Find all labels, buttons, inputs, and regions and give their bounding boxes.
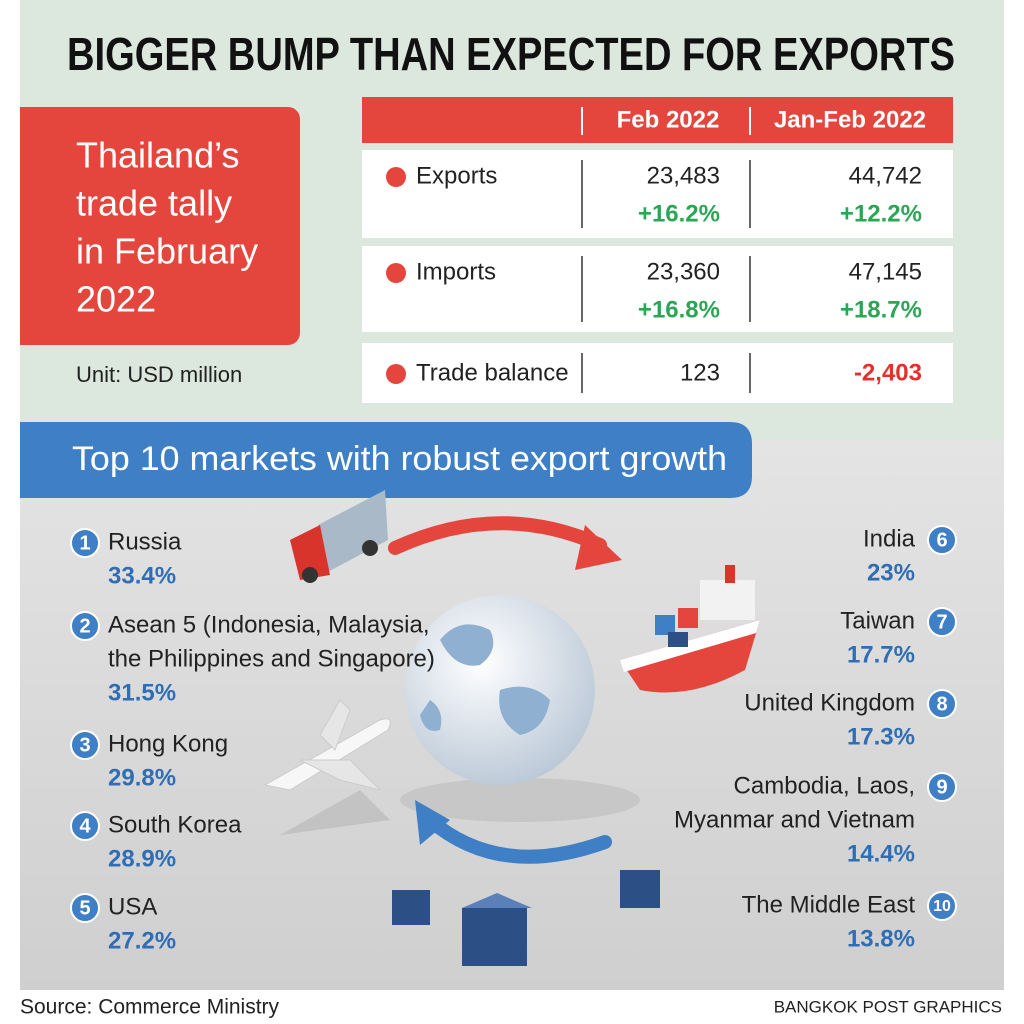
cell-value: 47,145 [849,258,922,285]
market-name: Asean 5 (Indonesia, Malaysia, [108,611,430,638]
market-name: the Philippines and Singapore) [108,645,435,672]
market-name: Taiwan [840,607,915,634]
cell-change: +12.2% [840,200,922,227]
market-growth: 17.3% [847,723,915,750]
rank-badge [70,528,100,558]
column-header: Jan-Feb 2022 [774,106,926,133]
row-dot [386,263,406,283]
cell-value: 23,483 [647,162,720,189]
rank-number: 9 [936,776,947,798]
panel-box-edge [20,107,40,345]
market-growth: 23% [867,559,915,586]
table-header [362,97,953,143]
table-row [362,150,953,238]
column-header: Feb 2022 [617,106,720,133]
market-name: India [863,525,916,552]
market-name: United Kingdom [744,689,915,716]
rank-number: 8 [936,693,947,715]
rank-number: 6 [936,529,947,551]
market-growth: 13.8% [847,925,915,952]
rank-badge [70,893,100,923]
title: BIGGER BUMP THAN EXPECTED FOR EXPORTS [67,28,955,80]
table-row [362,246,953,332]
market-name: Russia [108,528,182,555]
cell-change: +18.7% [840,296,922,323]
rank-badge [927,891,957,921]
market-growth: 28.9% [108,845,176,872]
rank-number: 10 [933,898,951,915]
rank-badge [927,525,957,555]
rank-number: 4 [79,815,91,837]
cell-value: 123 [680,359,720,386]
market-growth: 27.2% [108,927,176,954]
panel-title: in February [76,231,258,272]
market-growth: 17.7% [847,641,915,668]
panel-title: trade tally [76,183,232,224]
rank-number: 2 [79,615,90,637]
market-name: Myanmar and Vietnam [674,806,915,833]
rank-badge [70,730,100,760]
markets-banner [20,422,752,498]
rank-number: 3 [79,734,90,756]
market-name: South Korea [108,811,242,838]
table-row [362,343,953,403]
market-growth: 14.4% [847,840,915,867]
market-name: Cambodia, Laos, [734,772,915,799]
row-label: Imports [416,258,496,285]
rank-badge [70,811,100,841]
row-label: Trade balance [416,359,569,386]
market-name: The Middle East [742,891,916,918]
rank-number: 1 [79,532,90,554]
unit-note: Unit: USD million [76,362,242,387]
credit: BANGKOK POST GRAPHICS [774,997,1002,1016]
row-dot [386,167,406,187]
market-growth: 33.4% [108,562,176,589]
rank-badge [927,607,957,637]
rank-badge [927,772,957,802]
source: Source: Commerce Ministry [20,996,280,1019]
markets-title: Top 10 markets with robust export growth [72,440,727,478]
panel-title: 2022 [76,279,156,320]
cell-value: 44,742 [849,162,922,189]
row-dot [386,364,406,384]
cell-change: +16.8% [638,296,720,323]
cell-value: 23,360 [647,258,720,285]
market-name: Hong Kong [108,730,228,757]
market-growth: 31.5% [108,679,176,706]
rank-badge [70,611,100,641]
cell-value: -2,403 [854,359,922,386]
market-name: USA [108,893,157,920]
panel-box [20,107,300,345]
rank-number: 5 [79,897,90,919]
cell-change: +16.2% [638,200,720,227]
row-label: Exports [416,162,497,189]
rank-number: 7 [936,611,947,633]
panel-title: Thailand’s [76,135,239,176]
illustration [263,490,760,966]
rank-badge [927,689,957,719]
market-growth: 29.8% [108,764,176,791]
